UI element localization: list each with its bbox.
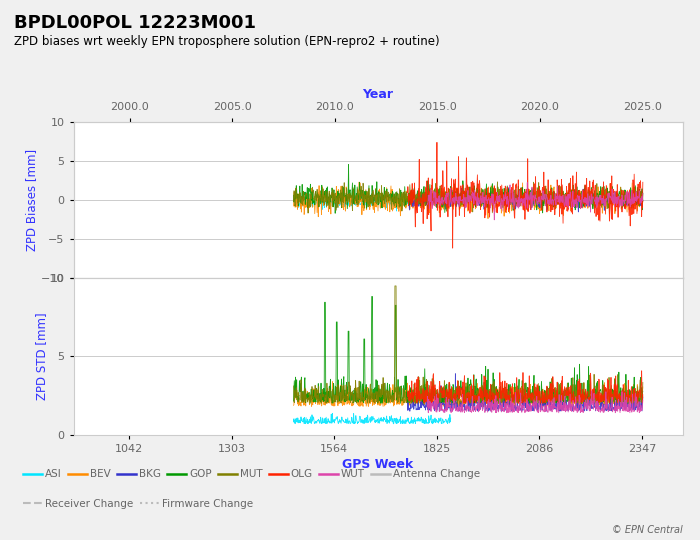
Text: BPDL00POL 12223M001: BPDL00POL 12223M001 — [14, 14, 256, 31]
Text: ZPD biases wrt weekly EPN troposphere solution (EPN-repro2 + routine): ZPD biases wrt weekly EPN troposphere so… — [14, 35, 440, 48]
X-axis label: Year: Year — [363, 89, 393, 102]
Y-axis label: ZPD STD [mm]: ZPD STD [mm] — [35, 313, 48, 400]
Legend: ASI, BEV, BKG, GOP, MUT, OLG, WUT, Antenna Change: ASI, BEV, BKG, GOP, MUT, OLG, WUT, Anten… — [19, 465, 484, 483]
X-axis label: GPS Week: GPS Week — [342, 458, 414, 471]
Text: © EPN Central: © EPN Central — [612, 524, 682, 535]
Y-axis label: ZPD Biases [mm]: ZPD Biases [mm] — [25, 148, 38, 251]
Legend: Receiver Change, Firmware Change: Receiver Change, Firmware Change — [19, 495, 257, 513]
